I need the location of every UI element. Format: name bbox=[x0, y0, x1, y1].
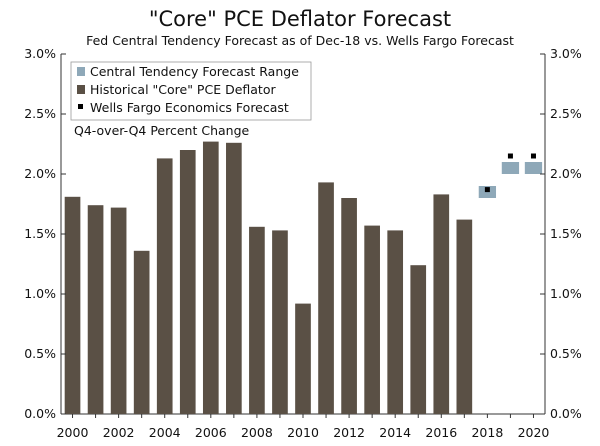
bar-2016 bbox=[433, 194, 450, 414]
x-tick-label: 2008 bbox=[241, 425, 273, 440]
y-axis-left: 0.0% 0.5% 1.0% 1.5% 2.0% 2.5% 3.0% bbox=[24, 46, 66, 421]
bar-2009 bbox=[272, 230, 288, 414]
bar-2005 bbox=[179, 150, 196, 414]
point-2019 bbox=[507, 153, 513, 159]
bar-2003 bbox=[133, 250, 150, 414]
legend-box bbox=[70, 61, 312, 121]
legend-label-historical: Historical "Core" PCE Deflator bbox=[90, 82, 276, 97]
wells-fargo-points bbox=[484, 153, 536, 193]
x-axis: 2000 2002 2004 2006 2008 2010 2012 2014 2016 2018… bbox=[57, 414, 550, 440]
y-tick-label-right: 1.5% bbox=[550, 226, 582, 241]
point-2020 bbox=[530, 153, 536, 159]
bar-2002 bbox=[110, 207, 127, 414]
x-tick-label: 2020 bbox=[518, 425, 550, 440]
y-tick-label-right: 2.0% bbox=[550, 166, 582, 181]
bar-2017 bbox=[456, 219, 473, 414]
point-2018 bbox=[484, 187, 490, 193]
legend-swatch-historical bbox=[77, 85, 85, 94]
bar-2004 bbox=[156, 158, 173, 414]
x-tick-label: 2010 bbox=[287, 425, 319, 440]
x-tick-label: 2016 bbox=[425, 425, 457, 440]
legend-marker-wells-fargo bbox=[78, 104, 83, 109]
y-tick-label-right: 1.0% bbox=[550, 286, 582, 301]
legend-label-wells-fargo: Wells Fargo Economics Forecast bbox=[90, 100, 289, 115]
bar-2007 bbox=[226, 142, 242, 415]
legend-swatch-central-tendency bbox=[77, 67, 85, 76]
y-tick-label-left: 0.5% bbox=[24, 346, 56, 361]
central-tendency-ranges bbox=[478, 162, 543, 198]
y-tick-label-left: 1.5% bbox=[24, 226, 56, 241]
y-tick-label-left: 0.0% bbox=[24, 406, 56, 421]
bar-2006 bbox=[202, 141, 219, 414]
bar-2001 bbox=[87, 205, 104, 414]
x-tick-label: 2000 bbox=[57, 425, 89, 440]
bar-2014 bbox=[387, 230, 404, 414]
bar-2013 bbox=[364, 225, 380, 414]
legend: Central Tendency Forecast Range Historic… bbox=[70, 61, 312, 121]
bar-2000 bbox=[64, 196, 81, 414]
x-tick-label: 2012 bbox=[333, 425, 365, 440]
x-tick-label: 2006 bbox=[195, 425, 227, 440]
historical-bars bbox=[64, 141, 473, 415]
x-tick-label: 2018 bbox=[471, 425, 503, 440]
y-tick-label-right: 0.5% bbox=[550, 346, 582, 361]
y-tick-label-left: 3.0% bbox=[24, 46, 56, 61]
bar-2015 bbox=[410, 265, 427, 414]
y-tick-label-left: 2.0% bbox=[24, 166, 56, 181]
bar-2011 bbox=[318, 182, 334, 414]
bar-2010 bbox=[295, 303, 311, 414]
range-2019 bbox=[501, 162, 520, 174]
x-tick-label: 2014 bbox=[379, 425, 411, 440]
y-tick-label-left: 2.5% bbox=[24, 106, 56, 121]
range-2020 bbox=[524, 162, 543, 174]
chart-title: "Core" PCE Deflator Forecast bbox=[149, 7, 451, 31]
y-tick-label-left: 1.0% bbox=[24, 286, 56, 301]
x-tick-label: 2002 bbox=[103, 425, 135, 440]
units-annotation: Q4-over-Q4 Percent Change bbox=[74, 123, 250, 138]
y-tick-label-right: 2.5% bbox=[550, 106, 582, 121]
bar-2008 bbox=[249, 226, 265, 414]
y-axis-right: 0.0% 0.5% 1.0% 1.5% 2.0% 2.5% 3.0% bbox=[540, 46, 582, 421]
chart-subtitle: Fed Central Tendency Forecast as of Dec-… bbox=[86, 33, 514, 48]
y-tick-label-right: 0.0% bbox=[550, 406, 582, 421]
bar-2012 bbox=[341, 198, 357, 414]
legend-label-central-tendency: Central Tendency Forecast Range bbox=[90, 64, 299, 79]
y-tick-label-right: 3.0% bbox=[550, 46, 582, 61]
x-tick-label: 2004 bbox=[149, 425, 181, 440]
